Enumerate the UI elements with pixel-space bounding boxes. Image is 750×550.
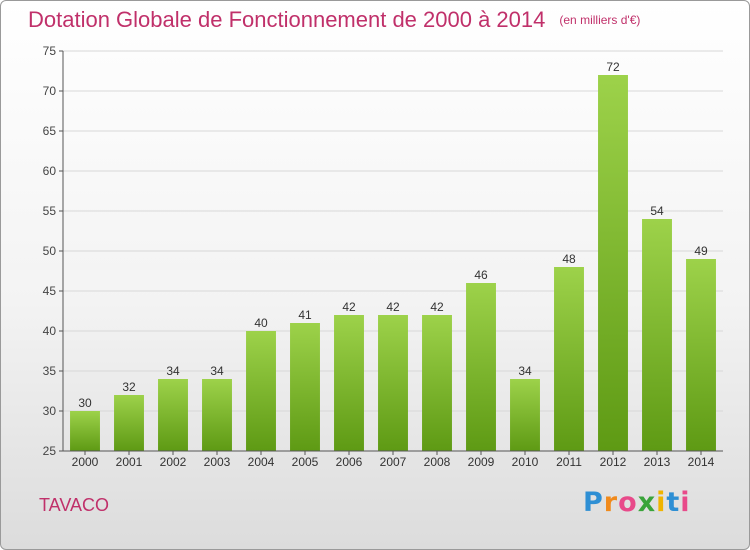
place-name: TAVACO — [39, 495, 110, 515]
bar-value-label: 49 — [694, 244, 708, 258]
x-tick-label: 2010 — [512, 455, 539, 469]
bar — [202, 379, 232, 451]
x-tick-label: 2014 — [688, 455, 715, 469]
bar — [246, 331, 276, 451]
bar-value-label: 34 — [166, 364, 180, 378]
bar-value-label: 72 — [606, 60, 620, 74]
bar-value-label: 46 — [474, 268, 488, 282]
bar — [70, 411, 100, 451]
bar-value-label: 40 — [254, 316, 268, 330]
chart-subtitle: (en milliers d'€) — [559, 13, 641, 27]
bar-value-label: 34 — [210, 364, 224, 378]
x-tick-label: 2002 — [160, 455, 187, 469]
y-tick-label: 30 — [43, 404, 57, 418]
x-tick-label: 2007 — [380, 455, 407, 469]
bar — [642, 219, 672, 451]
bar — [422, 315, 452, 451]
bar-value-label: 54 — [650, 204, 664, 218]
x-tick-label: 2009 — [468, 455, 495, 469]
x-tick-label: 2008 — [424, 455, 451, 469]
x-tick-label: 2000 — [72, 455, 99, 469]
bar — [554, 267, 584, 451]
bar — [334, 315, 364, 451]
bar-value-label: 41 — [298, 308, 312, 322]
x-tick-label: 2011 — [556, 455, 582, 469]
y-tick-label: 75 — [43, 44, 57, 58]
logo-letter: i — [656, 487, 667, 518]
y-tick-label: 65 — [43, 124, 57, 138]
bar — [114, 395, 144, 451]
logo-letter: r — [603, 487, 619, 518]
x-tick-label: 2005 — [292, 455, 319, 469]
x-tick-label: 2003 — [204, 455, 231, 469]
logo-letter: i — [680, 487, 691, 518]
bar-value-label: 48 — [562, 252, 576, 266]
bar-value-label: 42 — [342, 300, 356, 314]
bar-value-label: 30 — [78, 396, 92, 410]
x-tick-label: 2001 — [116, 455, 143, 469]
x-tick-label: 2013 — [644, 455, 671, 469]
bar-value-label: 42 — [386, 300, 400, 314]
logo-letter: o — [618, 487, 638, 518]
bar — [686, 259, 716, 451]
bar — [598, 75, 628, 451]
y-tick-label: 25 — [43, 444, 57, 458]
bar-value-label: 34 — [518, 364, 532, 378]
x-tick-label: 2012 — [600, 455, 627, 469]
y-tick-label: 70 — [43, 84, 57, 98]
logo-letter: t — [666, 487, 681, 518]
y-tick-label: 45 — [43, 284, 57, 298]
bar — [510, 379, 540, 451]
chart-title: Dotation Globale de Fonctionnement de 20… — [28, 7, 641, 32]
bar — [158, 379, 188, 451]
x-tick-label: 2006 — [336, 455, 363, 469]
x-tick-label: 2004 — [248, 455, 275, 469]
y-tick-label: 50 — [43, 244, 57, 258]
bar-value-label: 32 — [122, 380, 136, 394]
logo-letter: P — [583, 487, 604, 518]
y-tick-label: 40 — [43, 324, 57, 338]
bar-value-label: 42 — [430, 300, 444, 314]
y-tick-label: 60 — [43, 164, 57, 178]
y-tick-label: 35 — [43, 364, 57, 378]
y-tick-label: 55 — [43, 204, 57, 218]
bar — [378, 315, 408, 451]
bar — [290, 323, 320, 451]
bar — [466, 283, 496, 451]
proxiti-logo: Proxiti — [583, 487, 691, 518]
logo-letter: x — [637, 487, 657, 518]
